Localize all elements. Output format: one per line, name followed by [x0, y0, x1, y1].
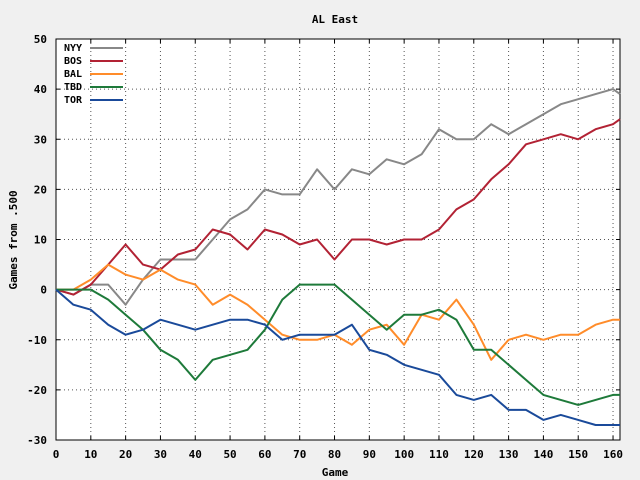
y-tick-label: 20: [34, 183, 47, 196]
x-axis-ticks: 0 10 20 30 40 50 60 70 80 90 100 110 120 130 140 150 160: [53, 39, 623, 461]
x-tick-label: 50: [223, 448, 236, 461]
legend-label: TOR: [64, 95, 83, 106]
x-tick-label: 40: [189, 448, 202, 461]
series-line-bos: [55, 118, 621, 296]
x-tick-label: 160: [603, 448, 623, 461]
series-line-tor: [55, 288, 620, 426]
y-axis-label: Games from .500: [7, 190, 20, 289]
series-line-tbd: [56, 283, 620, 406]
x-tick-label: 70: [293, 448, 306, 461]
series-lines: [55, 88, 621, 426]
series-line-nyy: [55, 88, 621, 306]
x-tick-label: 60: [258, 448, 271, 461]
x-tick-label: 140: [533, 448, 553, 461]
chart-title: AL East: [312, 13, 358, 26]
y-tick-label: 10: [34, 234, 47, 247]
legend-label: BAL: [64, 69, 82, 80]
x-tick-label: 120: [464, 448, 484, 461]
x-tick-label: 80: [328, 448, 341, 461]
legend-label: BOS: [64, 56, 82, 67]
y-tick-label: -10: [27, 334, 47, 347]
x-axis-label: Game: [322, 466, 349, 479]
x-tick-label: 90: [363, 448, 376, 461]
y-tick-label: 0: [40, 284, 47, 297]
x-tick-label: 0: [53, 448, 60, 461]
x-tick-label: 110: [429, 448, 449, 461]
x-tick-label: 100: [394, 448, 414, 461]
y-tick-label: -30: [27, 434, 47, 447]
x-tick-label: 20: [119, 448, 132, 461]
legend-label: NYY: [64, 43, 82, 54]
legend-label: TBD: [64, 82, 82, 93]
x-tick-label: 30: [154, 448, 167, 461]
y-tick-label: 50: [34, 33, 47, 46]
series-line-bal: [56, 263, 620, 361]
y-tick-label: 30: [34, 133, 47, 146]
legend: NYY BOS BAL TBD TOR: [64, 43, 123, 106]
y-tick-label: 40: [34, 83, 47, 96]
plot-area: [56, 39, 620, 440]
x-tick-label: 130: [499, 448, 519, 461]
y-tick-label: -20: [27, 384, 47, 397]
x-tick-label: 150: [568, 448, 588, 461]
y-axis-ticks: -30 -20 -10 0 10 20 30 40 50: [27, 33, 620, 447]
x-tick-label: 10: [84, 448, 97, 461]
